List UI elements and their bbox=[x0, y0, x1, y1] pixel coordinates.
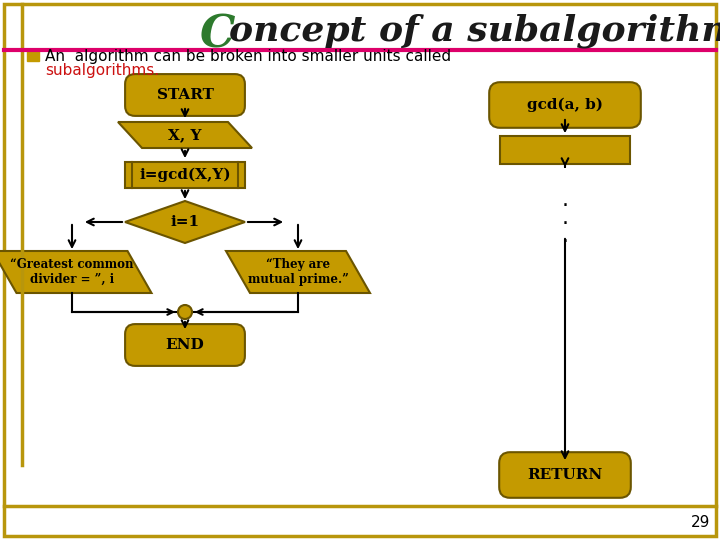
FancyBboxPatch shape bbox=[499, 452, 631, 498]
Text: .: . bbox=[562, 208, 569, 228]
FancyBboxPatch shape bbox=[125, 324, 245, 366]
Text: i=gcd(X,Y): i=gcd(X,Y) bbox=[139, 168, 231, 182]
Text: subalgorithms.: subalgorithms. bbox=[45, 63, 159, 78]
Polygon shape bbox=[118, 122, 252, 148]
Polygon shape bbox=[0, 251, 151, 293]
Text: “Greatest common
divider = ”, i: “Greatest common divider = ”, i bbox=[10, 258, 134, 286]
Text: START: START bbox=[156, 88, 213, 102]
Text: END: END bbox=[166, 338, 204, 352]
Text: X, Y: X, Y bbox=[168, 128, 202, 142]
FancyBboxPatch shape bbox=[27, 49, 39, 61]
Bar bbox=[500, 136, 630, 164]
Polygon shape bbox=[125, 201, 245, 243]
Text: C: C bbox=[200, 13, 235, 56]
Text: 29: 29 bbox=[690, 515, 710, 530]
Text: .: . bbox=[562, 190, 569, 210]
Bar bbox=[125, 162, 245, 188]
Text: i=1: i=1 bbox=[171, 215, 199, 229]
Text: RETURN: RETURN bbox=[527, 468, 603, 482]
Text: An  algorithm can be broken into smaller units called: An algorithm can be broken into smaller … bbox=[45, 49, 451, 64]
Text: gcd(a, b): gcd(a, b) bbox=[527, 98, 603, 112]
Text: .: . bbox=[562, 226, 569, 246]
FancyBboxPatch shape bbox=[489, 82, 641, 128]
Circle shape bbox=[178, 305, 192, 319]
Text: “They are
mutual prime.”: “They are mutual prime.” bbox=[248, 258, 348, 286]
Text: oncept of a subalgorithm: oncept of a subalgorithm bbox=[229, 13, 720, 48]
FancyBboxPatch shape bbox=[125, 74, 245, 116]
Polygon shape bbox=[226, 251, 370, 293]
